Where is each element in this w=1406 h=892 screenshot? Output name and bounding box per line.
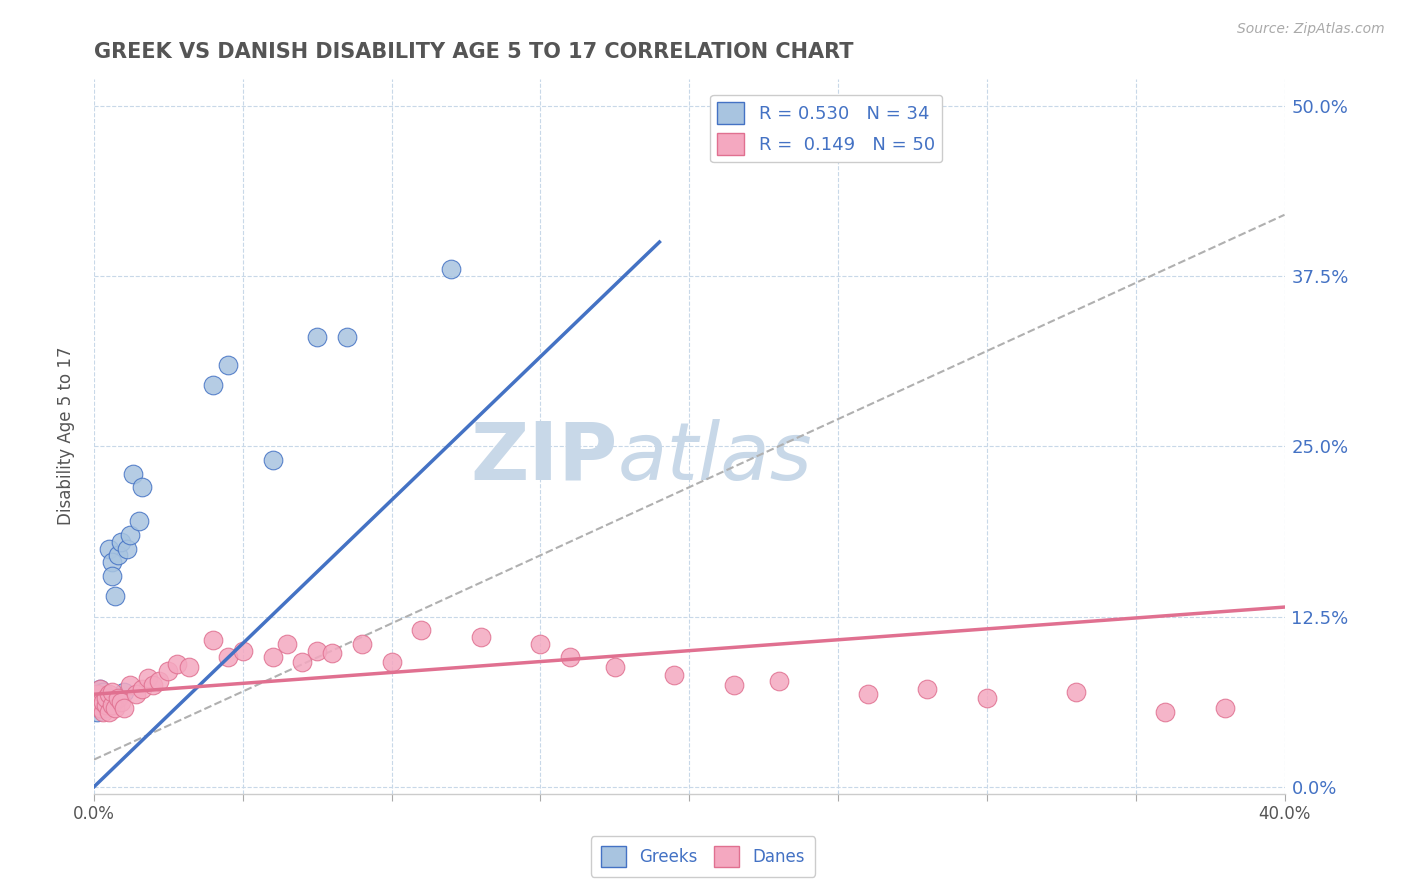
Point: [768, 673, 790, 688]
Point: [166, 657, 188, 672]
Point: [112, 701, 135, 715]
Point: [91, 698, 114, 713]
Point: [107, 549, 129, 563]
Point: [131, 480, 153, 494]
Point: [142, 678, 165, 692]
Point: [118, 528, 141, 542]
Point: [157, 664, 180, 678]
Point: [529, 637, 551, 651]
Point: [101, 698, 124, 713]
Point: [89, 681, 111, 696]
Point: [91, 694, 114, 708]
Point: [664, 668, 686, 682]
Point: [262, 453, 284, 467]
Point: [97, 687, 120, 701]
Point: [110, 695, 132, 709]
Point: [121, 467, 143, 481]
Point: [291, 655, 314, 669]
Point: [136, 671, 159, 685]
Point: [560, 650, 582, 665]
Point: [91, 691, 114, 706]
Point: [179, 660, 201, 674]
Point: [470, 630, 492, 644]
Point: [112, 684, 135, 698]
Point: [101, 568, 124, 582]
Point: [101, 684, 124, 698]
Point: [101, 555, 124, 569]
Point: [128, 514, 150, 528]
Point: [321, 646, 343, 660]
Point: [86, 698, 108, 713]
Point: [440, 262, 463, 277]
Point: [381, 655, 404, 669]
Text: Source: ZipAtlas.com: Source: ZipAtlas.com: [1237, 22, 1385, 37]
Point: [89, 687, 111, 701]
Point: [104, 701, 127, 715]
Text: atlas: atlas: [617, 418, 813, 497]
Point: [86, 705, 108, 719]
Point: [97, 541, 120, 556]
Point: [110, 534, 132, 549]
Point: [94, 698, 117, 713]
Point: [217, 650, 239, 665]
Point: [91, 684, 114, 698]
Point: [104, 589, 127, 603]
Text: GREEK VS DANISH DISABILITY AGE 5 TO 17 CORRELATION CHART: GREEK VS DANISH DISABILITY AGE 5 TO 17 C…: [94, 42, 853, 62]
Point: [124, 687, 146, 701]
Point: [201, 378, 224, 392]
Point: [976, 691, 998, 706]
Point: [86, 701, 108, 715]
Point: [917, 681, 939, 696]
Point: [89, 701, 111, 715]
Point: [86, 698, 108, 713]
Point: [201, 632, 224, 647]
Point: [217, 358, 239, 372]
Legend: Greeks, Danes: Greeks, Danes: [591, 836, 815, 877]
Point: [91, 695, 114, 709]
Y-axis label: Disability Age 5 to 17: Disability Age 5 to 17: [58, 347, 75, 525]
Point: [723, 678, 745, 692]
Point: [107, 691, 129, 706]
Point: [603, 660, 626, 674]
Point: [1213, 701, 1236, 715]
Point: [97, 705, 120, 719]
Point: [89, 695, 111, 709]
Legend: R = 0.530   N = 34, R =  0.149   N = 50: R = 0.530 N = 34, R = 0.149 N = 50: [710, 95, 942, 162]
Point: [86, 687, 108, 701]
Point: [118, 678, 141, 692]
Point: [336, 330, 359, 344]
Point: [148, 673, 170, 688]
Text: ZIP: ZIP: [471, 418, 617, 497]
Point: [89, 701, 111, 715]
Point: [411, 624, 433, 638]
Point: [1064, 684, 1087, 698]
Point: [91, 705, 114, 719]
Point: [86, 691, 108, 706]
Point: [94, 691, 117, 706]
Point: [262, 650, 284, 665]
Point: [307, 643, 329, 657]
Point: [115, 541, 138, 556]
Point: [89, 681, 111, 696]
Point: [232, 643, 254, 657]
Point: [94, 701, 117, 715]
Point: [97, 691, 120, 706]
Point: [1154, 705, 1177, 719]
Point: [350, 637, 373, 651]
Point: [94, 698, 117, 713]
Point: [856, 687, 879, 701]
Point: [86, 684, 108, 698]
Point: [86, 691, 108, 706]
Point: [307, 330, 329, 344]
Point: [131, 681, 153, 696]
Point: [276, 637, 298, 651]
